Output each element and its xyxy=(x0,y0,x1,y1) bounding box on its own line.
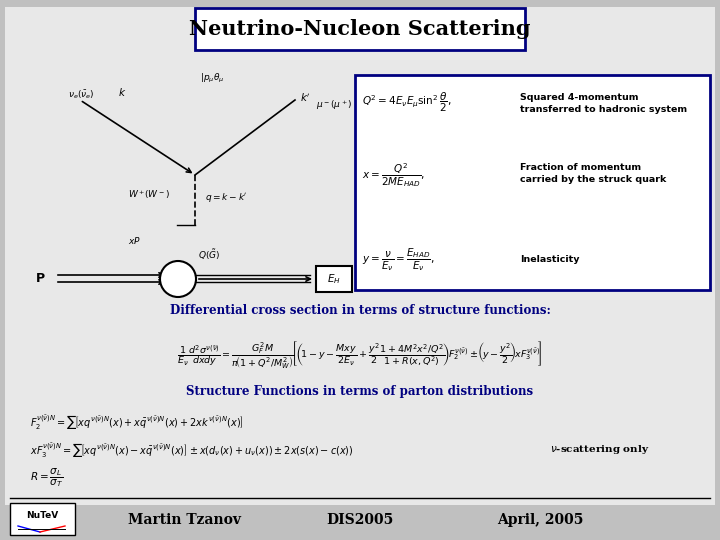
Text: carried by the struck quark: carried by the struck quark xyxy=(520,176,667,185)
Text: NuTeV: NuTeV xyxy=(26,511,58,521)
Text: $x = \dfrac{Q^2}{2ME_{HAD}},$: $x = \dfrac{Q^2}{2ME_{HAD}},$ xyxy=(362,161,426,189)
Text: $xF_3^{\nu(\bar{\nu})N} = \sum\!\left[xq^{\nu(\bar{\nu})N}(x)-x\bar{q}^{\nu(\bar: $xF_3^{\nu(\bar{\nu})N} = \sum\!\left[xq… xyxy=(30,441,354,459)
Bar xyxy=(195,8,525,50)
Text: $R = \dfrac{\sigma_L}{\sigma_T}$: $R = \dfrac{\sigma_L}{\sigma_T}$ xyxy=(30,467,63,489)
Text: $F_2^{\nu(\bar{\nu})N} = \sum\!\left[xq^{\nu(\bar{\nu})N}(x)+x\bar{q}^{\nu(\bar{: $F_2^{\nu(\bar{\nu})N} = \sum\!\left[xq^… xyxy=(30,413,243,431)
Bar xyxy=(316,266,352,292)
Text: $\nu_e(\bar{\nu}_e)$: $\nu_e(\bar{\nu}_e)$ xyxy=(68,89,94,102)
Text: transferred to hadronic system: transferred to hadronic system xyxy=(520,105,687,114)
Text: $Q^2 = 4E_\nu E_\mu \sin^2\dfrac{\theta}{2},$: $Q^2 = 4E_\nu E_\mu \sin^2\dfrac{\theta}… xyxy=(362,90,451,113)
Text: $y = \dfrac{\nu}{E_\nu} = \dfrac{E_{HAD}}{E_\nu},$: $y = \dfrac{\nu}{E_\nu} = \dfrac{E_{HAD}… xyxy=(362,247,435,273)
Text: $\dfrac{1}{E_\nu}\dfrac{d^2\sigma^{\nu(\bar{\nu})}}{dxdy} = \dfrac{G_F^2 M}{\pi\: $\dfrac{1}{E_\nu}\dfrac{d^2\sigma^{\nu(\… xyxy=(177,339,543,371)
Text: $k'$: $k'$ xyxy=(300,92,311,104)
Text: $q=k-k^{\prime}$: $q=k-k^{\prime}$ xyxy=(205,192,248,205)
Text: April, 2005: April, 2005 xyxy=(497,513,583,527)
Text: DIS2005: DIS2005 xyxy=(326,513,394,527)
Text: $W^+\!(W^-)$: $W^+\!(W^-)$ xyxy=(128,188,170,201)
Text: $E_H$: $E_H$ xyxy=(327,272,341,286)
Text: Structure Functions in terms of parton distributions: Structure Functions in terms of parton d… xyxy=(186,386,534,399)
Bar xyxy=(355,75,710,290)
Text: Differential cross section in terms of structure functions:: Differential cross section in terms of s… xyxy=(170,303,550,316)
Circle shape xyxy=(160,261,196,297)
Text: Fraction of momentum: Fraction of momentum xyxy=(520,164,641,172)
Text: Neutrino-Nucleon Scattering: Neutrino-Nucleon Scattering xyxy=(189,19,531,39)
Text: Inelasticity: Inelasticity xyxy=(520,255,580,265)
Text: $\nu$-scattering only: $\nu$-scattering only xyxy=(550,443,650,456)
Text: P: P xyxy=(35,273,45,286)
Text: $\mu^-(\mu^+)$: $\mu^-(\mu^+)$ xyxy=(316,98,353,112)
Text: Martin Tzanov: Martin Tzanov xyxy=(128,513,241,527)
Text: $Q(\tilde{G})$: $Q(\tilde{G})$ xyxy=(198,248,220,262)
Text: Squared 4-momentum: Squared 4-momentum xyxy=(520,93,639,103)
Bar xyxy=(10,503,75,535)
Text: $k$: $k$ xyxy=(118,86,126,98)
Text: $xP$: $xP$ xyxy=(128,234,141,246)
Text: $|p_\mu\theta_\mu$: $|p_\mu\theta_\mu$ xyxy=(200,71,225,85)
